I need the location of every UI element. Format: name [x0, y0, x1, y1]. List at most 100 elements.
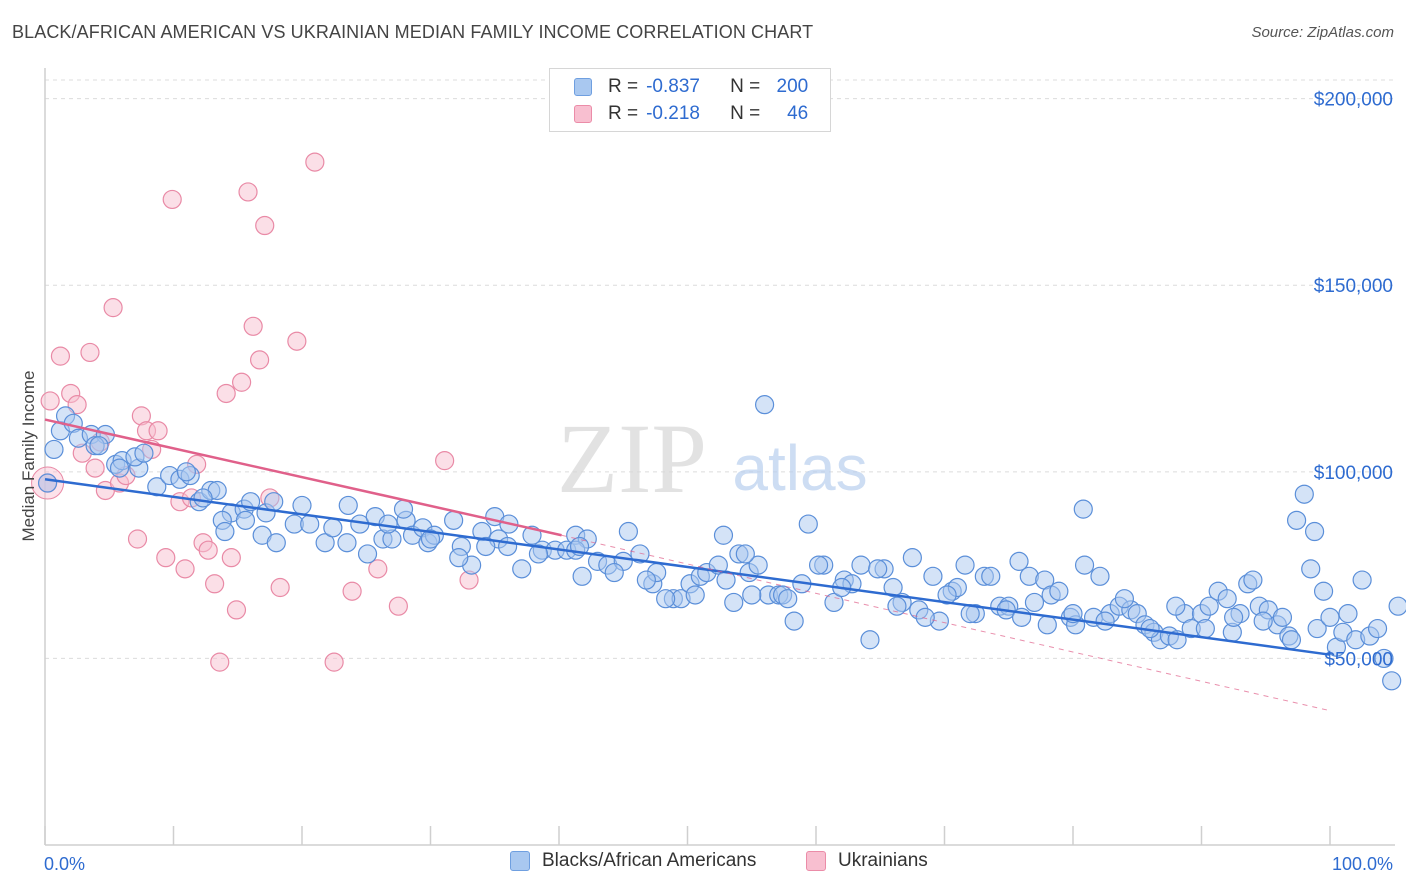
- blacks-point: [1195, 618, 1215, 639]
- ukrainians-point: [226, 600, 247, 620]
- legend-r-label: R =: [608, 76, 639, 97]
- blacks-point: [1313, 581, 1334, 601]
- blacks-point: [1281, 630, 1302, 650]
- blacks-point: [860, 630, 880, 650]
- blacks-point: [1199, 596, 1219, 616]
- blacks-point: [955, 555, 975, 575]
- blacks-point: [824, 592, 844, 613]
- ukrainians-point: [232, 372, 252, 392]
- blacks-point: [1095, 611, 1115, 631]
- series-legend: Blacks/African Americans Ukrainians: [0, 850, 1406, 878]
- ukrainians-point: [255, 215, 275, 236]
- blacks-point: [1090, 566, 1110, 586]
- blacks-point: [1374, 648, 1394, 669]
- legend-row-ukrainians: R = -0.218 N = 46: [574, 101, 808, 127]
- ukrainians-point: [221, 548, 241, 568]
- ukrainians-point: [243, 316, 263, 336]
- ukrainians-point: [216, 383, 236, 404]
- ukrainians-trend-extension: [561, 534, 1331, 712]
- ukrainians-trend-line: [44, 418, 562, 537]
- blacks-point: [937, 585, 957, 605]
- tick-labels: $50,000 $100,000 $150,000 $200,000 0.0% 100.0…: [44, 90, 1393, 874]
- legend-swatch-ukrainians: [574, 105, 592, 123]
- ukrainians-point: [210, 652, 230, 672]
- blacks-point: [713, 525, 734, 545]
- blacks-point: [1294, 484, 1314, 504]
- ukrainians-point: [50, 346, 71, 366]
- blacks-point: [754, 395, 775, 415]
- blacks-point: [1224, 607, 1244, 627]
- blacks-point: [902, 548, 922, 568]
- blacks-point: [134, 443, 154, 463]
- ukrainians-point: [162, 189, 182, 210]
- blacks-point: [887, 596, 907, 616]
- blacks-point: [784, 611, 804, 631]
- blacks-point: [685, 585, 705, 605]
- blacks-point: [742, 585, 762, 605]
- blacks-point: [636, 570, 656, 590]
- blacks-point: [1338, 604, 1358, 624]
- blacks-point: [1024, 592, 1045, 613]
- blacks-point: [528, 544, 549, 564]
- blacks-point: [337, 533, 357, 553]
- series-swatch-blacks: [510, 851, 530, 871]
- blacks-point: [1286, 510, 1307, 530]
- series-legend-blacks[interactable]: Blacks/African Americans: [510, 850, 756, 872]
- blacks-point: [498, 536, 518, 557]
- blacks-point: [1382, 671, 1402, 691]
- blacks-point: [109, 458, 130, 478]
- blacks-points: [37, 395, 1406, 691]
- blacks-point: [1301, 559, 1321, 579]
- blacks-point: [778, 589, 798, 609]
- blacks-point: [735, 544, 755, 564]
- ukrainians-point: [175, 559, 195, 579]
- legend-row-blacks: R = -0.837 N = 200: [574, 74, 808, 100]
- blacks-point: [1009, 551, 1029, 571]
- blacks-point: [798, 514, 818, 534]
- blacks-point: [604, 562, 624, 583]
- blacks-point: [1253, 611, 1273, 631]
- ukrainians-point: [40, 391, 60, 411]
- ukrainians-point: [156, 548, 176, 568]
- blacks-point: [1307, 618, 1327, 639]
- y-tick-label: $200,000: [1314, 90, 1393, 111]
- blacks-point: [1352, 570, 1372, 590]
- ukrainians-point: [67, 395, 87, 415]
- ukrainians-point: [80, 342, 100, 363]
- blacks-point: [323, 518, 343, 538]
- ukrainians-point: [205, 574, 225, 594]
- blacks-point: [724, 592, 744, 613]
- ukrainians-point: [127, 529, 148, 549]
- blacks-point: [393, 499, 414, 519]
- ukrainians-point: [85, 458, 105, 478]
- blacks-point: [868, 559, 888, 579]
- y-tick-label: $100,000: [1314, 463, 1393, 484]
- ukrainians-point: [388, 596, 408, 616]
- legend-r-value: -0.837: [646, 76, 700, 97]
- legend-swatch-blacks: [574, 78, 592, 96]
- blacks-point: [1217, 589, 1237, 609]
- watermark-atlas: atlas: [732, 432, 867, 504]
- legend-n-label: N =: [730, 103, 761, 124]
- blacks-point: [89, 436, 109, 456]
- blacks-point: [915, 607, 935, 627]
- y-tick-label: $150,000: [1314, 276, 1393, 297]
- blacks-point: [572, 566, 592, 586]
- blacks-point: [1037, 615, 1057, 635]
- blacks-point: [1166, 596, 1186, 616]
- blacks-point: [851, 555, 871, 575]
- correlation-legend: R = -0.837 N = 200 R = -0.218 N = 46: [549, 68, 831, 132]
- ukrainians-point: [198, 540, 218, 560]
- legend-n-value: 200: [776, 76, 809, 97]
- blacks-point: [338, 495, 358, 516]
- chart-title: BLACK/AFRICAN AMERICAN VS UKRAINIAN MEDI…: [12, 22, 814, 42]
- legend-r-label: R =: [608, 103, 639, 124]
- legend-r-value: -0.218: [646, 103, 700, 124]
- blacks-point: [981, 566, 1001, 586]
- blacks-point: [420, 529, 441, 549]
- blacks-point: [883, 577, 903, 598]
- series-legend-ukrainians[interactable]: Ukrainians: [806, 850, 928, 872]
- ukrainians-point: [103, 298, 123, 318]
- blacks-point: [1114, 589, 1135, 609]
- ukrainians-point: [324, 652, 344, 672]
